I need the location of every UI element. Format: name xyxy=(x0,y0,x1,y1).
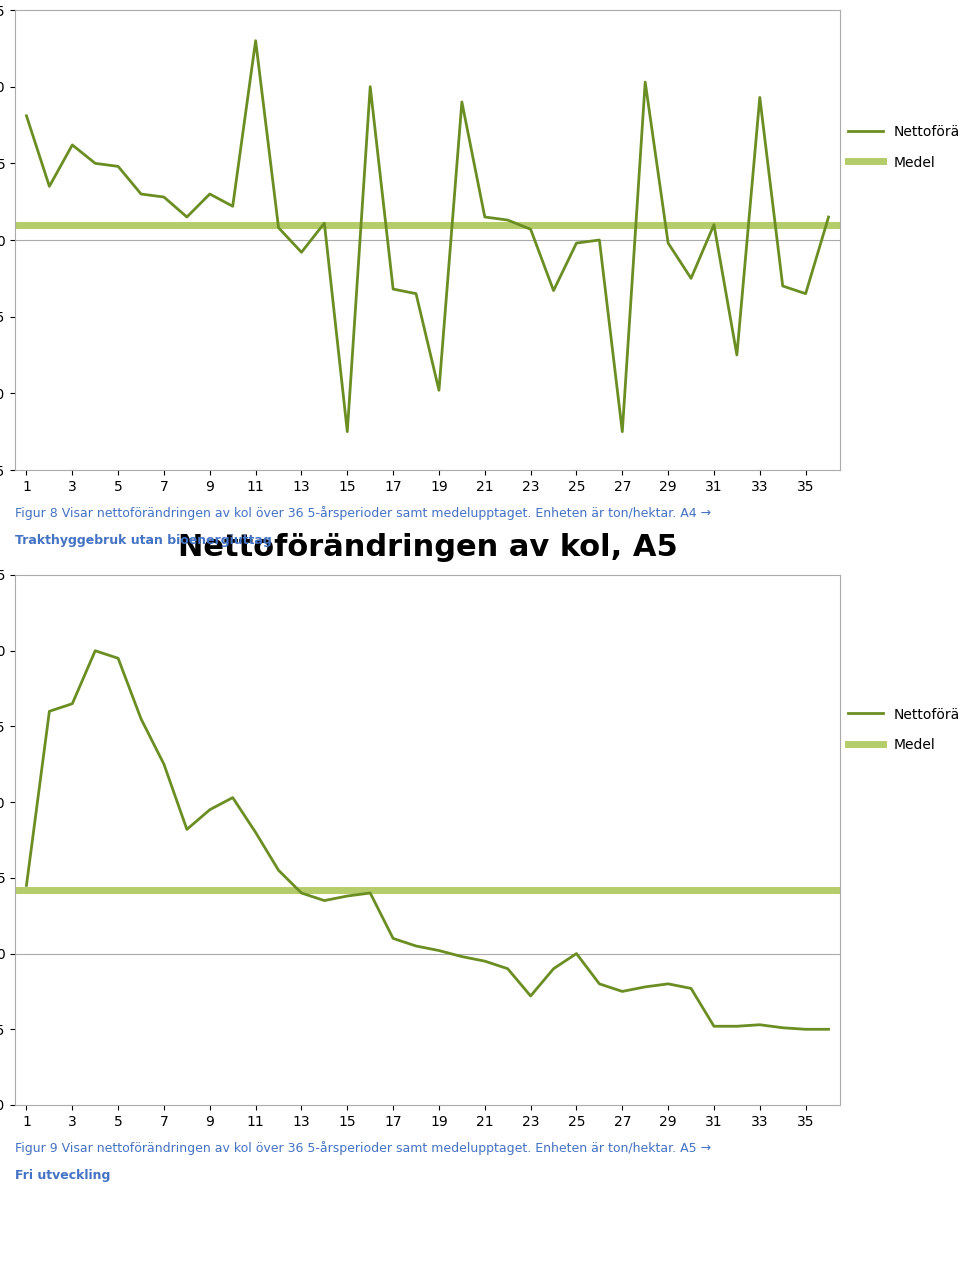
Nettoförändringen xyxy=(502,213,514,228)
Nettoförändringen xyxy=(112,159,124,174)
Nettoförändringen xyxy=(21,878,33,893)
Nettoförändringen xyxy=(639,74,651,90)
Legend: Nettoförändringen, Medel: Nettoförändringen, Medel xyxy=(849,124,960,169)
Nettoförändringen xyxy=(593,232,605,248)
Nettoförändringen xyxy=(319,216,330,231)
Nettoförändringen xyxy=(708,217,720,232)
Nettoförändringen xyxy=(66,137,78,153)
Line: Nettoförändringen: Nettoförändringen xyxy=(27,41,828,431)
Nettoförändringen xyxy=(250,33,261,49)
Nettoförändringen xyxy=(43,703,55,718)
Medel xyxy=(0,883,10,898)
Nettoförändringen xyxy=(662,976,674,992)
Nettoförändringen xyxy=(181,821,193,837)
Nettoförändringen xyxy=(89,155,101,171)
Nettoförändringen xyxy=(410,938,421,953)
Nettoförändringen xyxy=(135,711,147,726)
Nettoförändringen xyxy=(181,209,193,225)
Nettoförändringen xyxy=(365,80,376,95)
Nettoförändringen xyxy=(21,108,33,123)
Nettoförändringen xyxy=(823,1021,834,1037)
Nettoförändringen xyxy=(777,1020,788,1035)
Nettoförändringen xyxy=(525,222,537,237)
Nettoförändringen xyxy=(662,235,674,250)
Nettoförändringen xyxy=(616,423,628,439)
Nettoförändringen xyxy=(43,178,55,194)
Nettoförändringen xyxy=(456,95,468,110)
Nettoförändringen xyxy=(158,190,170,205)
Text: Fri utveckling: Fri utveckling xyxy=(15,1169,110,1182)
Medel xyxy=(0,217,10,232)
Nettoförändringen xyxy=(777,278,788,294)
Nettoförändringen xyxy=(685,980,697,996)
Nettoförändringen xyxy=(66,695,78,711)
Nettoförändringen xyxy=(388,930,399,946)
Nettoförändringen xyxy=(548,284,560,299)
Nettoförändringen xyxy=(479,209,491,225)
Nettoförändringen xyxy=(732,1019,743,1034)
Nettoförändringen xyxy=(342,423,353,439)
Nettoförändringen xyxy=(800,1021,811,1037)
Nettoförändringen xyxy=(158,757,170,772)
Nettoförändringen xyxy=(227,199,238,214)
Nettoförändringen xyxy=(754,1017,765,1033)
Nettoförändringen xyxy=(593,976,605,992)
Text: Trakthyggebruk utan bioenergiuttag: Trakthyggebruk utan bioenergiuttag xyxy=(15,534,272,547)
Nettoförändringen xyxy=(456,949,468,965)
Nettoförändringen xyxy=(273,862,284,878)
Text: Figur 9 Visar nettoförändringen av kol över 36 5-årsperioder samt medelupptaget.: Figur 9 Visar nettoförändringen av kol ö… xyxy=(15,1141,711,1155)
Nettoförändringen xyxy=(800,286,811,302)
Nettoförändringen xyxy=(89,643,101,658)
Nettoförändringen xyxy=(639,979,651,994)
Nettoförändringen xyxy=(502,961,514,976)
Nettoförändringen xyxy=(365,885,376,901)
Text: Figur 8 Visar nettoförändringen av kol över 36 5-årsperioder samt medelupptaget.: Figur 8 Visar nettoförändringen av kol ö… xyxy=(15,506,711,520)
Title: Nettoförändringen av kol, A5: Nettoförändringen av kol, A5 xyxy=(178,532,678,562)
Nettoförändringen xyxy=(410,286,421,302)
Nettoförändringen xyxy=(548,961,560,976)
Nettoförändringen xyxy=(525,988,537,1003)
Nettoförändringen xyxy=(388,281,399,296)
Nettoförändringen xyxy=(685,271,697,286)
Nettoförändringen xyxy=(708,1019,720,1034)
Nettoförändringen xyxy=(273,221,284,236)
Legend: Nettoförändringen, Medel: Nettoförändringen, Medel xyxy=(849,707,960,752)
Nettoförändringen xyxy=(296,245,307,260)
Nettoförändringen xyxy=(227,790,238,806)
Nettoförändringen xyxy=(296,885,307,901)
Medel xyxy=(21,883,33,898)
Nettoförändringen xyxy=(319,893,330,908)
Nettoförändringen xyxy=(570,235,582,250)
Nettoförändringen xyxy=(204,802,216,817)
Nettoförändringen xyxy=(342,888,353,903)
Nettoförändringen xyxy=(135,186,147,201)
Nettoförändringen xyxy=(433,382,444,398)
Nettoförändringen xyxy=(479,953,491,969)
Nettoförändringen xyxy=(732,348,743,363)
Nettoförändringen xyxy=(823,209,834,225)
Nettoförändringen xyxy=(250,825,261,840)
Nettoförändringen xyxy=(112,650,124,666)
Medel xyxy=(21,217,33,232)
Nettoförändringen xyxy=(570,946,582,961)
Nettoförändringen xyxy=(616,984,628,999)
Nettoförändringen xyxy=(433,943,444,958)
Nettoförändringen xyxy=(204,186,216,201)
Line: Nettoförändringen: Nettoförändringen xyxy=(27,650,828,1029)
Nettoförändringen xyxy=(754,90,765,105)
